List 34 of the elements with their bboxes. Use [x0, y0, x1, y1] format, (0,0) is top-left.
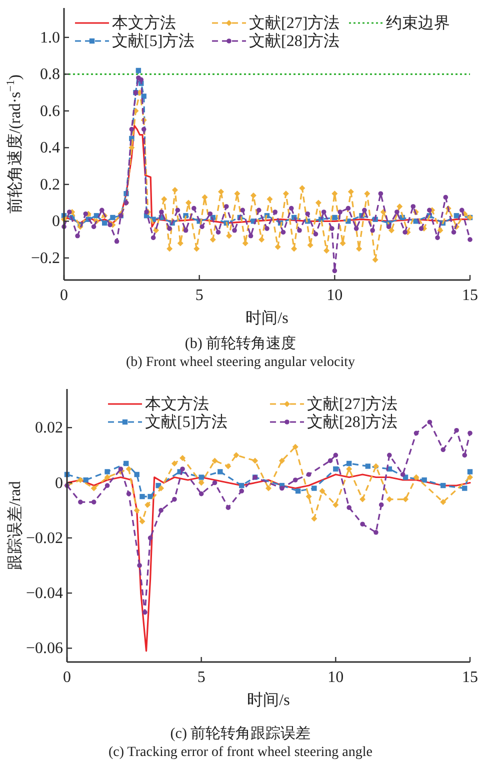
x-tick-label: 15	[462, 287, 478, 304]
legend-label: 文献[27]方法	[249, 14, 340, 32]
legend-label: 文献[28]方法	[249, 32, 340, 50]
legend-label: 约束边界	[386, 14, 450, 32]
x-tick-label: 5	[197, 669, 206, 686]
legend-label: 文献[27]方法	[307, 395, 398, 413]
text: (c) Tracking error of front wheel steering angle	[108, 745, 372, 760]
x-axis-title: 时间/s	[247, 691, 290, 709]
legend-label: 文献[5]方法	[145, 413, 228, 431]
y-tick-label: 0	[55, 474, 63, 492]
y-tick-label: 0.02	[35, 420, 63, 437]
legend-label: 本文方法	[112, 14, 176, 32]
y-tick-label: 0.8	[40, 66, 60, 84]
y-axis-title: 跟踪误差/rad	[6, 481, 24, 570]
y-tick-label: −0.04	[26, 585, 63, 602]
legend-label: 本文方法	[145, 395, 209, 413]
legend-label: 文献[5]方法	[112, 32, 195, 50]
y-tick-label: 1.0	[40, 29, 60, 46]
x-tick-label: 10	[326, 287, 343, 304]
x-tick-label: 15	[462, 669, 478, 686]
text: (b) Front wheel steering angular velocity	[126, 355, 355, 370]
text: (b) 前轮转角速度	[184, 335, 296, 352]
y-tick-label: 0	[52, 213, 60, 230]
x-axis-title: 时间/s	[246, 309, 288, 327]
y-tick-label: 0.6	[40, 102, 60, 120]
y-tick-label: −0.06	[26, 640, 63, 658]
y-tick-label: 0.2	[40, 176, 60, 194]
x-tick-label: 5	[195, 287, 204, 304]
text: (c) 前轮转角跟踪误差	[170, 725, 311, 742]
legend-label: 文献[28]方法	[307, 413, 398, 431]
x-tick-label: 10	[328, 669, 344, 686]
y-tick-label: −0.2	[30, 250, 60, 267]
y-tick-label: −0.02	[26, 530, 63, 547]
y-tick-label: 0.4	[40, 140, 60, 157]
